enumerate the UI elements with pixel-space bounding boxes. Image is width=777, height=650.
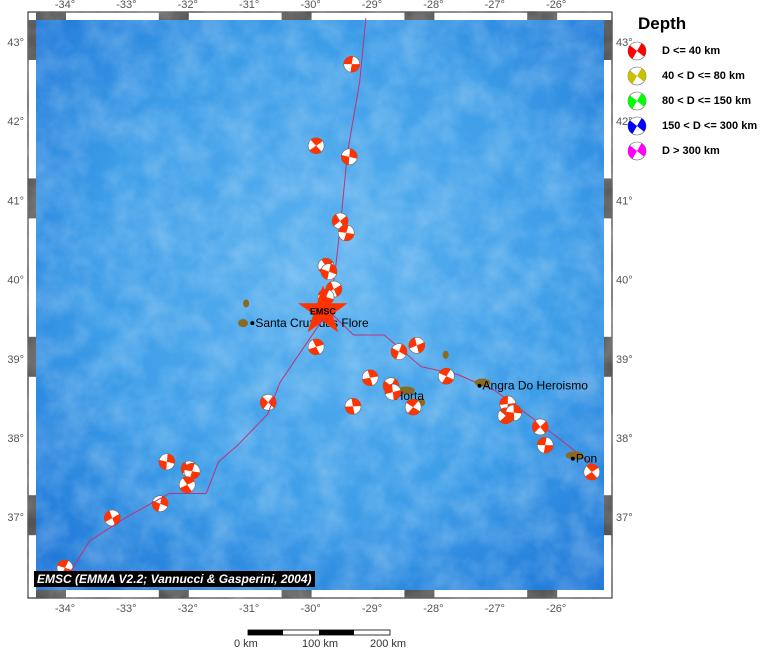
lat-tick-label: 42°: [7, 116, 24, 128]
earthquake-beachball[interactable]: [531, 418, 549, 436]
legend-label: 150 < D <= 300 km: [662, 119, 758, 132]
lat-tick-label: 41°: [616, 195, 633, 207]
plate-boundary: [64, 318, 324, 581]
earthquake-beachball[interactable]: [307, 137, 325, 155]
lon-tick-label: -28°: [423, 603, 443, 615]
earthquake-beachball[interactable]: [178, 476, 196, 494]
scale-label-100: 100 km: [302, 638, 339, 650]
earthquake-beachball[interactable]: [307, 338, 325, 356]
lat-tick-label: 40°: [616, 275, 633, 287]
lon-tick-label: -32°: [178, 603, 198, 615]
scale-label-200: 200 km: [370, 638, 407, 650]
lon-tick-label: -34°: [55, 603, 75, 615]
earthquake-beachball[interactable]: [103, 509, 121, 527]
place-dot: [250, 321, 255, 326]
lon-tick-label: -30°: [300, 0, 320, 11]
earthquake-beachball[interactable]: [390, 343, 408, 360]
lon-tick-label: -31°: [239, 0, 259, 11]
legend-title: Depth: [638, 14, 687, 33]
lat-tick-label: 40°: [7, 275, 24, 287]
lon-tick-label: -27°: [485, 0, 505, 11]
lon-tick-label: -27°: [485, 603, 505, 615]
lat-tick-label: 41°: [7, 195, 24, 207]
lat-tick-label: 37°: [616, 512, 633, 524]
lat-tick-label: 39°: [7, 354, 24, 366]
earthquake-beachball[interactable]: [337, 224, 355, 242]
place-dot: [477, 383, 482, 388]
legend-label: D > 300 km: [662, 144, 720, 157]
place-label[interactable]: Angra Do Heroismo: [483, 379, 589, 393]
legend-label: 80 < D <= 150 km: [662, 94, 751, 107]
earthquake-beachball[interactable]: [344, 398, 362, 415]
lat-tick-label: 38°: [616, 433, 633, 445]
place-dot: [570, 456, 575, 461]
legend-label: D <= 40 km: [662, 44, 721, 57]
island: [442, 350, 449, 359]
legend-label: 40 < D <= 80 km: [662, 69, 745, 82]
attribution: EMSC (EMMA V2.2; Vannucci & Gasperini, 2…: [34, 571, 315, 587]
earthquake-beachball[interactable]: [320, 263, 338, 280]
earthquake-beachball[interactable]: [437, 367, 455, 385]
legend-item: 80 < D <= 150 km: [626, 88, 757, 113]
island: [238, 319, 249, 328]
lat-tick-label: 43°: [616, 37, 633, 49]
beachball-icon: [627, 141, 647, 160]
place-label[interactable]: Pon: [576, 452, 597, 466]
lon-tick-label: -33°: [116, 0, 136, 11]
legend-item: 40 < D <= 80 km: [626, 63, 757, 88]
beachball-icon: [627, 116, 647, 135]
scale-bar: 0 km 100 km 200 km: [230, 626, 410, 650]
earthquake-beachball[interactable]: [343, 55, 361, 73]
earthquake-beachball[interactable]: [505, 404, 523, 421]
earthquake-beachball[interactable]: [384, 383, 402, 401]
lon-tick-label: -30°: [300, 603, 320, 615]
lon-tick-label: -26°: [546, 0, 566, 11]
lat-tick-label: 43°: [7, 37, 24, 49]
earthquake-beachball[interactable]: [536, 436, 554, 454]
earthquake-beachball[interactable]: [583, 463, 601, 481]
lon-tick-label: -29°: [362, 603, 382, 615]
earthquake-beachball[interactable]: [408, 337, 426, 354]
island: [243, 299, 250, 308]
legend: Depth D <= 40 km 40 < D <= 80 km 80 < D <=…: [627, 14, 757, 163]
lon-tick-label: -33°: [116, 603, 136, 615]
earthquake-beachball[interactable]: [404, 398, 422, 416]
earthquake-beachball[interactable]: [158, 453, 176, 471]
lat-tick-label: 37°: [7, 512, 24, 524]
earthquake-beachball[interactable]: [340, 148, 358, 166]
lon-tick-label: -26°: [546, 603, 566, 615]
place-label[interactable]: Horta: [395, 389, 425, 403]
legend-item: D > 300 km: [626, 138, 757, 163]
earthquake-beachball[interactable]: [151, 495, 169, 513]
earthquake-beachball[interactable]: [361, 369, 379, 387]
star-icon: [298, 285, 348, 333]
legend-item: 150 < D <= 300 km: [626, 113, 757, 138]
beachball-icon: [627, 91, 647, 110]
beachball-icon: [627, 41, 647, 60]
marker-label: EMSC: [310, 306, 337, 316]
earthquake-beachball[interactable]: [259, 394, 277, 411]
lat-tick-label: 38°: [7, 433, 24, 445]
lat-tick-label: 39°: [616, 354, 633, 366]
beachball-icon: [627, 66, 647, 85]
island: [565, 451, 584, 460]
legend-item: D <= 40 km: [626, 38, 757, 63]
lon-tick-label: -34°: [55, 0, 75, 11]
lon-tick-label: -31°: [239, 603, 259, 615]
lon-tick-label: -28°: [423, 0, 443, 11]
island: [396, 386, 415, 395]
lon-tick-label: -29°: [362, 0, 382, 11]
emsc-marker[interactable]: EMSC: [298, 285, 348, 333]
lon-tick-label: -32°: [178, 0, 198, 11]
scale-label-0: 0 km: [234, 638, 258, 650]
